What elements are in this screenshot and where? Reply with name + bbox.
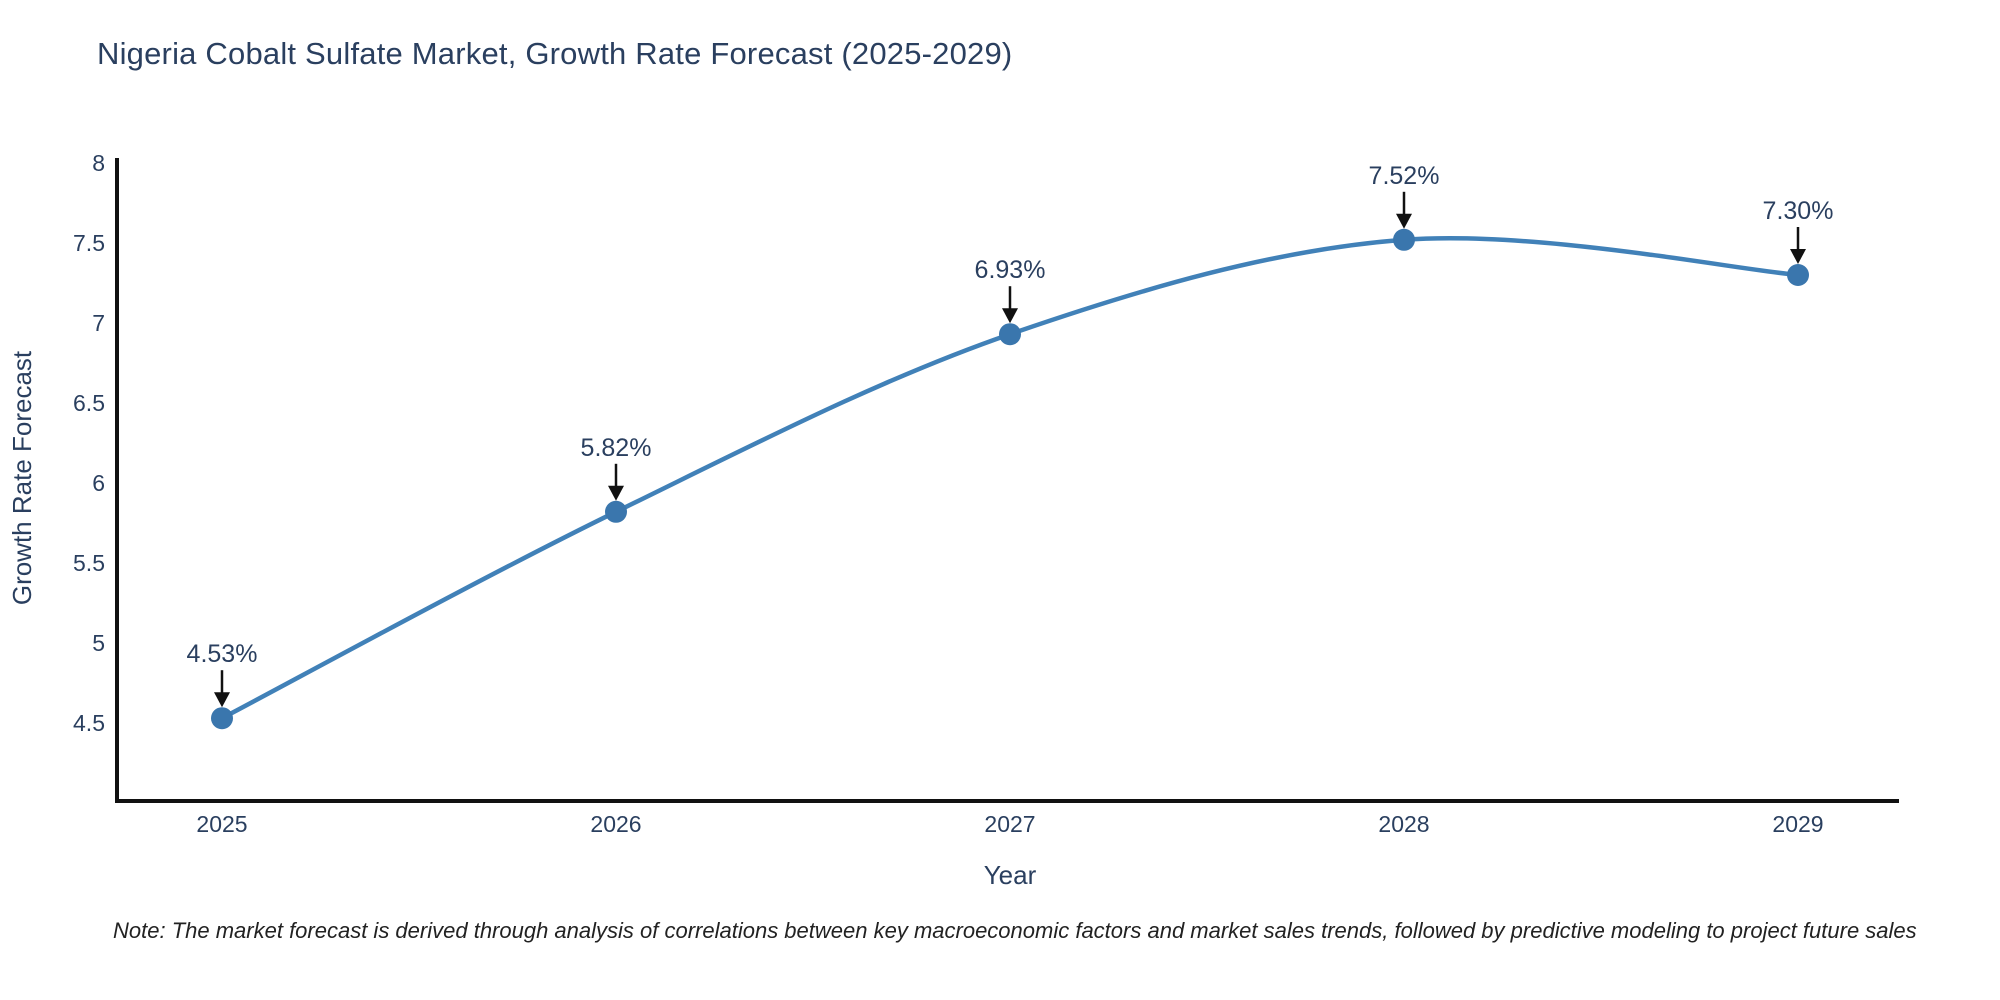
x-tick-label: 2029	[1772, 811, 1823, 837]
annotation-arrowhead	[608, 485, 624, 501]
y-tick-label: 7.5	[73, 230, 105, 256]
data-point-2029	[1787, 264, 1809, 286]
y-tick-label: 4.5	[73, 710, 105, 736]
y-tick-label: 6	[92, 470, 105, 496]
chart-title: Nigeria Cobalt Sulfate Market, Growth Ra…	[97, 36, 1013, 71]
chart-footnote: Note: The market forecast is derived thr…	[113, 918, 1917, 943]
y-tick-label: 7	[92, 310, 105, 336]
data-point-label: 6.93%	[975, 256, 1046, 284]
data-point-label: 4.53%	[187, 640, 258, 668]
x-tick-label: 2025	[196, 811, 247, 837]
data-point-label: 7.52%	[1369, 162, 1440, 190]
annotation-arrowhead	[1002, 308, 1018, 324]
y-tick-label: 6.5	[73, 390, 105, 416]
data-point-2025	[211, 707, 233, 730]
x-tick-label: 2027	[984, 811, 1035, 837]
data-point-label: 5.82%	[581, 434, 652, 462]
x-tick-label: 2026	[590, 811, 641, 837]
data-point-2027	[999, 323, 1021, 346]
data-point-label: 7.30%	[1763, 197, 1834, 225]
annotation-arrowhead	[1396, 213, 1412, 229]
data-point-2028	[1393, 228, 1415, 251]
y-tick-label: 8	[92, 150, 105, 176]
x-tick-label: 2028	[1378, 811, 1429, 837]
x-axis-title: Year	[984, 860, 1037, 890]
y-tick-label: 5	[92, 630, 105, 656]
annotation-arrowhead	[1790, 249, 1806, 264]
y-axis-title: Growth Rate Forecast	[7, 350, 37, 605]
data-point-2026	[605, 500, 627, 523]
annotation-arrowhead	[214, 692, 230, 708]
growth-rate-forecast-chart: 4.5 5 5.5 6 6.5 7 7.5 8 2025 2026 2027 2028 2029 Year…	[7, 150, 1899, 890]
y-tick-label: 5.5	[73, 550, 105, 576]
